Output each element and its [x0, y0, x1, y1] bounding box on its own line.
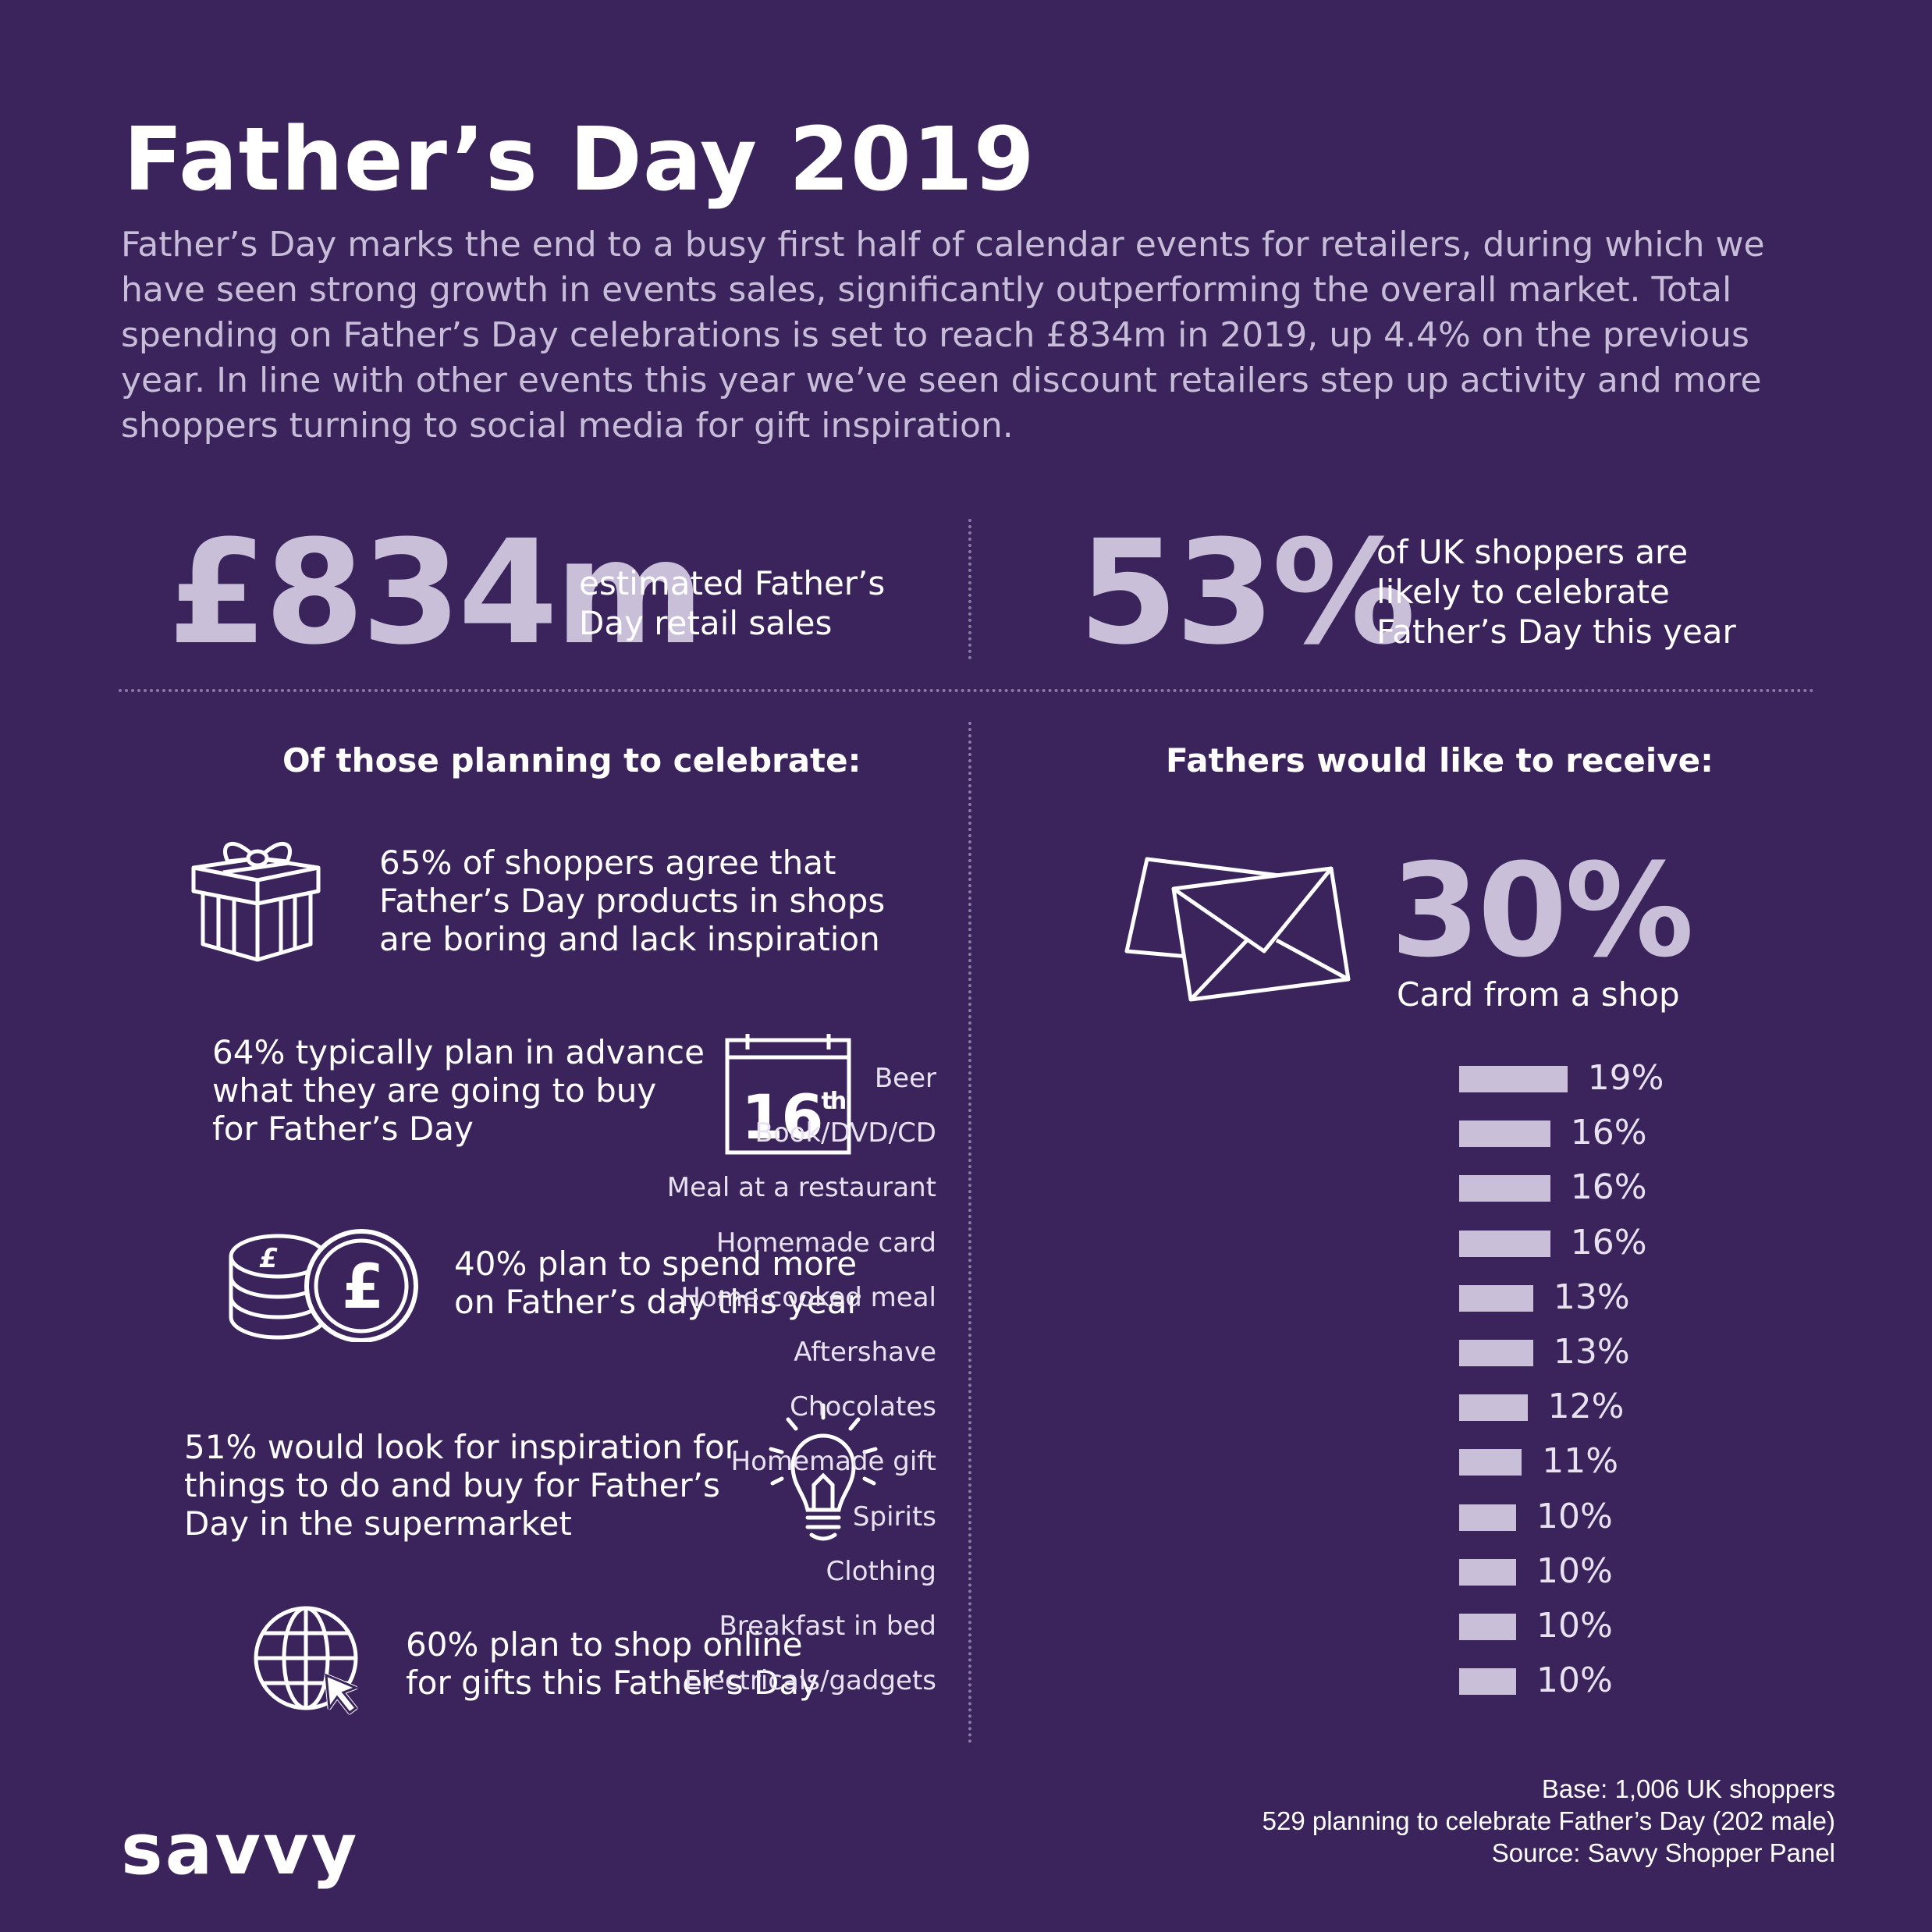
gift-value-label: 10% [1536, 1496, 1613, 1536]
horizontal-divider [119, 689, 1815, 692]
gift-category-label: Home cooked meal [680, 1281, 936, 1313]
stat-item-spend-more: 40% plan to spend more on Father’s day t… [454, 1245, 861, 1321]
source-line: Source: Savvy Shopper Panel [1491, 1838, 1835, 1867]
gift-bar [1459, 1668, 1516, 1696]
gift-value-label: 16% [1570, 1167, 1647, 1208]
vertical-divider-top [968, 519, 971, 659]
item-line: 64% typically plan in advance [212, 1033, 705, 1071]
item-line: things to do and buy for Father’s [184, 1466, 720, 1504]
gift-value-label: 10% [1536, 1606, 1613, 1646]
gift-bar [1459, 1120, 1550, 1148]
gift-row: Meal at a restaurant 16% [0, 1170, 1932, 1205]
item-line: on Father’s day this year [454, 1283, 861, 1321]
gift-bar [1459, 1284, 1533, 1312]
base-note: Base: 1,006 UK shoppers 529 planning to … [1263, 1773, 1835, 1869]
gift-bar [1459, 1504, 1516, 1531]
gift-row: Chocolates 12% [0, 1390, 1932, 1424]
calendar-suffix: th [821, 1088, 847, 1115]
gift-category-label: Chocolates [790, 1391, 936, 1423]
gift-value-label: 12% [1547, 1387, 1625, 1427]
gift-bar [1459, 1066, 1568, 1092]
item-line: 65% of shoppers agree that [379, 843, 836, 882]
item-line: for Father’s Day [212, 1110, 474, 1148]
gift-value-label: 10% [1536, 1550, 1613, 1591]
gift-category-label: Spirits [852, 1500, 936, 1532]
item-line: 51% would look for inspiration for [184, 1428, 738, 1466]
brand-logo: savvy [121, 1809, 360, 1891]
gift-value-label: 16% [1570, 1113, 1647, 1153]
gift-value-label: 19% [1587, 1058, 1664, 1098]
gift-row: Aftershave 13% [0, 1335, 1932, 1369]
right-section-heading: Fathers would like to receive: [1166, 741, 1714, 780]
coins-icon: £ £ [225, 1225, 420, 1342]
stat-item-plan-advance: 64% typically plan in advance what they … [212, 1033, 705, 1148]
item-line: Father’s Day products in shops [379, 882, 886, 920]
gift-category-label: Aftershave [794, 1337, 936, 1368]
lightbulb-icon [765, 1401, 882, 1549]
stat-label-line: Father’s Day this year [1376, 613, 1736, 651]
gift-row: Homemade card 16% [0, 1222, 1932, 1263]
gift-category-label: Breakfast in bed [719, 1611, 936, 1642]
item-line: for gifts this Father’s Day [406, 1664, 819, 1702]
calendar-day: 16 [741, 1083, 824, 1153]
gift-category-label: Meal at a restaurant [666, 1172, 936, 1204]
item-line: what they are going to buy [212, 1071, 657, 1110]
gift-row: Clothing 10% [0, 1554, 1932, 1589]
stat-celebrate-value: 53% [1078, 510, 1415, 677]
gift-row: Beer 19% [0, 1061, 1932, 1096]
gift-category-label: Electricals/gadgets [684, 1665, 936, 1697]
gift-bar [1459, 1394, 1528, 1422]
featured-gift-value: 30% [1390, 836, 1694, 986]
base-line: Base: 1,006 UK shoppers [1541, 1774, 1835, 1803]
globe-cursor-icon [251, 1603, 368, 1721]
gift-icon [187, 835, 324, 964]
gift-category-label: Beer [874, 1063, 936, 1094]
gift-category-label: Clothing [826, 1555, 936, 1587]
stat-label-line: likely to celebrate [1376, 573, 1670, 611]
item-line: Day in the supermarket [184, 1504, 572, 1543]
gift-bar [1459, 1614, 1516, 1640]
stat-item-inspiration: 51% would look for inspiration for thing… [184, 1428, 738, 1543]
gift-bar [1459, 1175, 1550, 1202]
gift-bar [1459, 1230, 1550, 1257]
gift-value-label: 11% [1542, 1441, 1619, 1482]
stat-label-line: of UK shoppers are [1376, 533, 1689, 571]
gift-category-label: Book/DVD/CD [755, 1117, 936, 1149]
calendar-icon: 16th [724, 1034, 852, 1156]
gift-value-label: 16% [1570, 1222, 1647, 1263]
item-line: are boring and lack inspiration [379, 920, 880, 958]
gift-value-label: 13% [1553, 1277, 1630, 1317]
stat-item-shop-online: 60% plan to shop online for gifts this F… [406, 1625, 819, 1702]
gift-bar [1459, 1340, 1533, 1366]
item-line: 40% plan to spend more [454, 1245, 858, 1283]
gift-row: Book/DVD/CD 16% [0, 1116, 1932, 1150]
stat-retail-sales-label: estimated Father’s Day retail sales [579, 563, 885, 643]
envelope-icon [1124, 854, 1358, 1010]
gift-row: Home cooked meal 13% [0, 1280, 1932, 1315]
stat-label-line: estimated Father’s [579, 564, 886, 602]
gift-row: Electricals/gadgets 10% [0, 1664, 1932, 1698]
left-section-heading: Of those planning to celebrate: [282, 741, 861, 780]
featured-gift-label: Card from a shop [1397, 975, 1680, 1014]
gift-value-label: 10% [1536, 1660, 1613, 1701]
svg-text:£: £ [342, 1252, 384, 1323]
gift-row: Spirits 10% [0, 1496, 1932, 1536]
base-line: 529 planning to celebrate Father’s Day (… [1262, 1806, 1835, 1835]
gift-bar [1459, 1558, 1516, 1586]
gift-value-label: 13% [1553, 1332, 1630, 1372]
gift-row: Homemade gift 11% [0, 1444, 1932, 1479]
vertical-divider-bottom [968, 722, 971, 1744]
stat-retail-sales-value: £834m [168, 510, 705, 677]
gift-category-label: Homemade card [716, 1227, 936, 1259]
gift-bar [1459, 1449, 1522, 1476]
stat-label-line: Day retail sales [579, 604, 833, 642]
intro-paragraph: Father’s Day marks the end to a busy fir… [121, 225, 1765, 446]
stat-celebrate-label: of UK shoppers are likely to celebrate F… [1376, 532, 1736, 652]
page-title: Father’s Day 2019 [123, 109, 1035, 211]
item-line: 60% plan to shop online [406, 1625, 803, 1664]
stat-item-boring: 65% of shoppers agree that Father’s Day … [379, 843, 885, 958]
gift-row: Breakfast in bed 10% [0, 1609, 1932, 1643]
gift-category-label: Homemade gift [730, 1446, 936, 1478]
